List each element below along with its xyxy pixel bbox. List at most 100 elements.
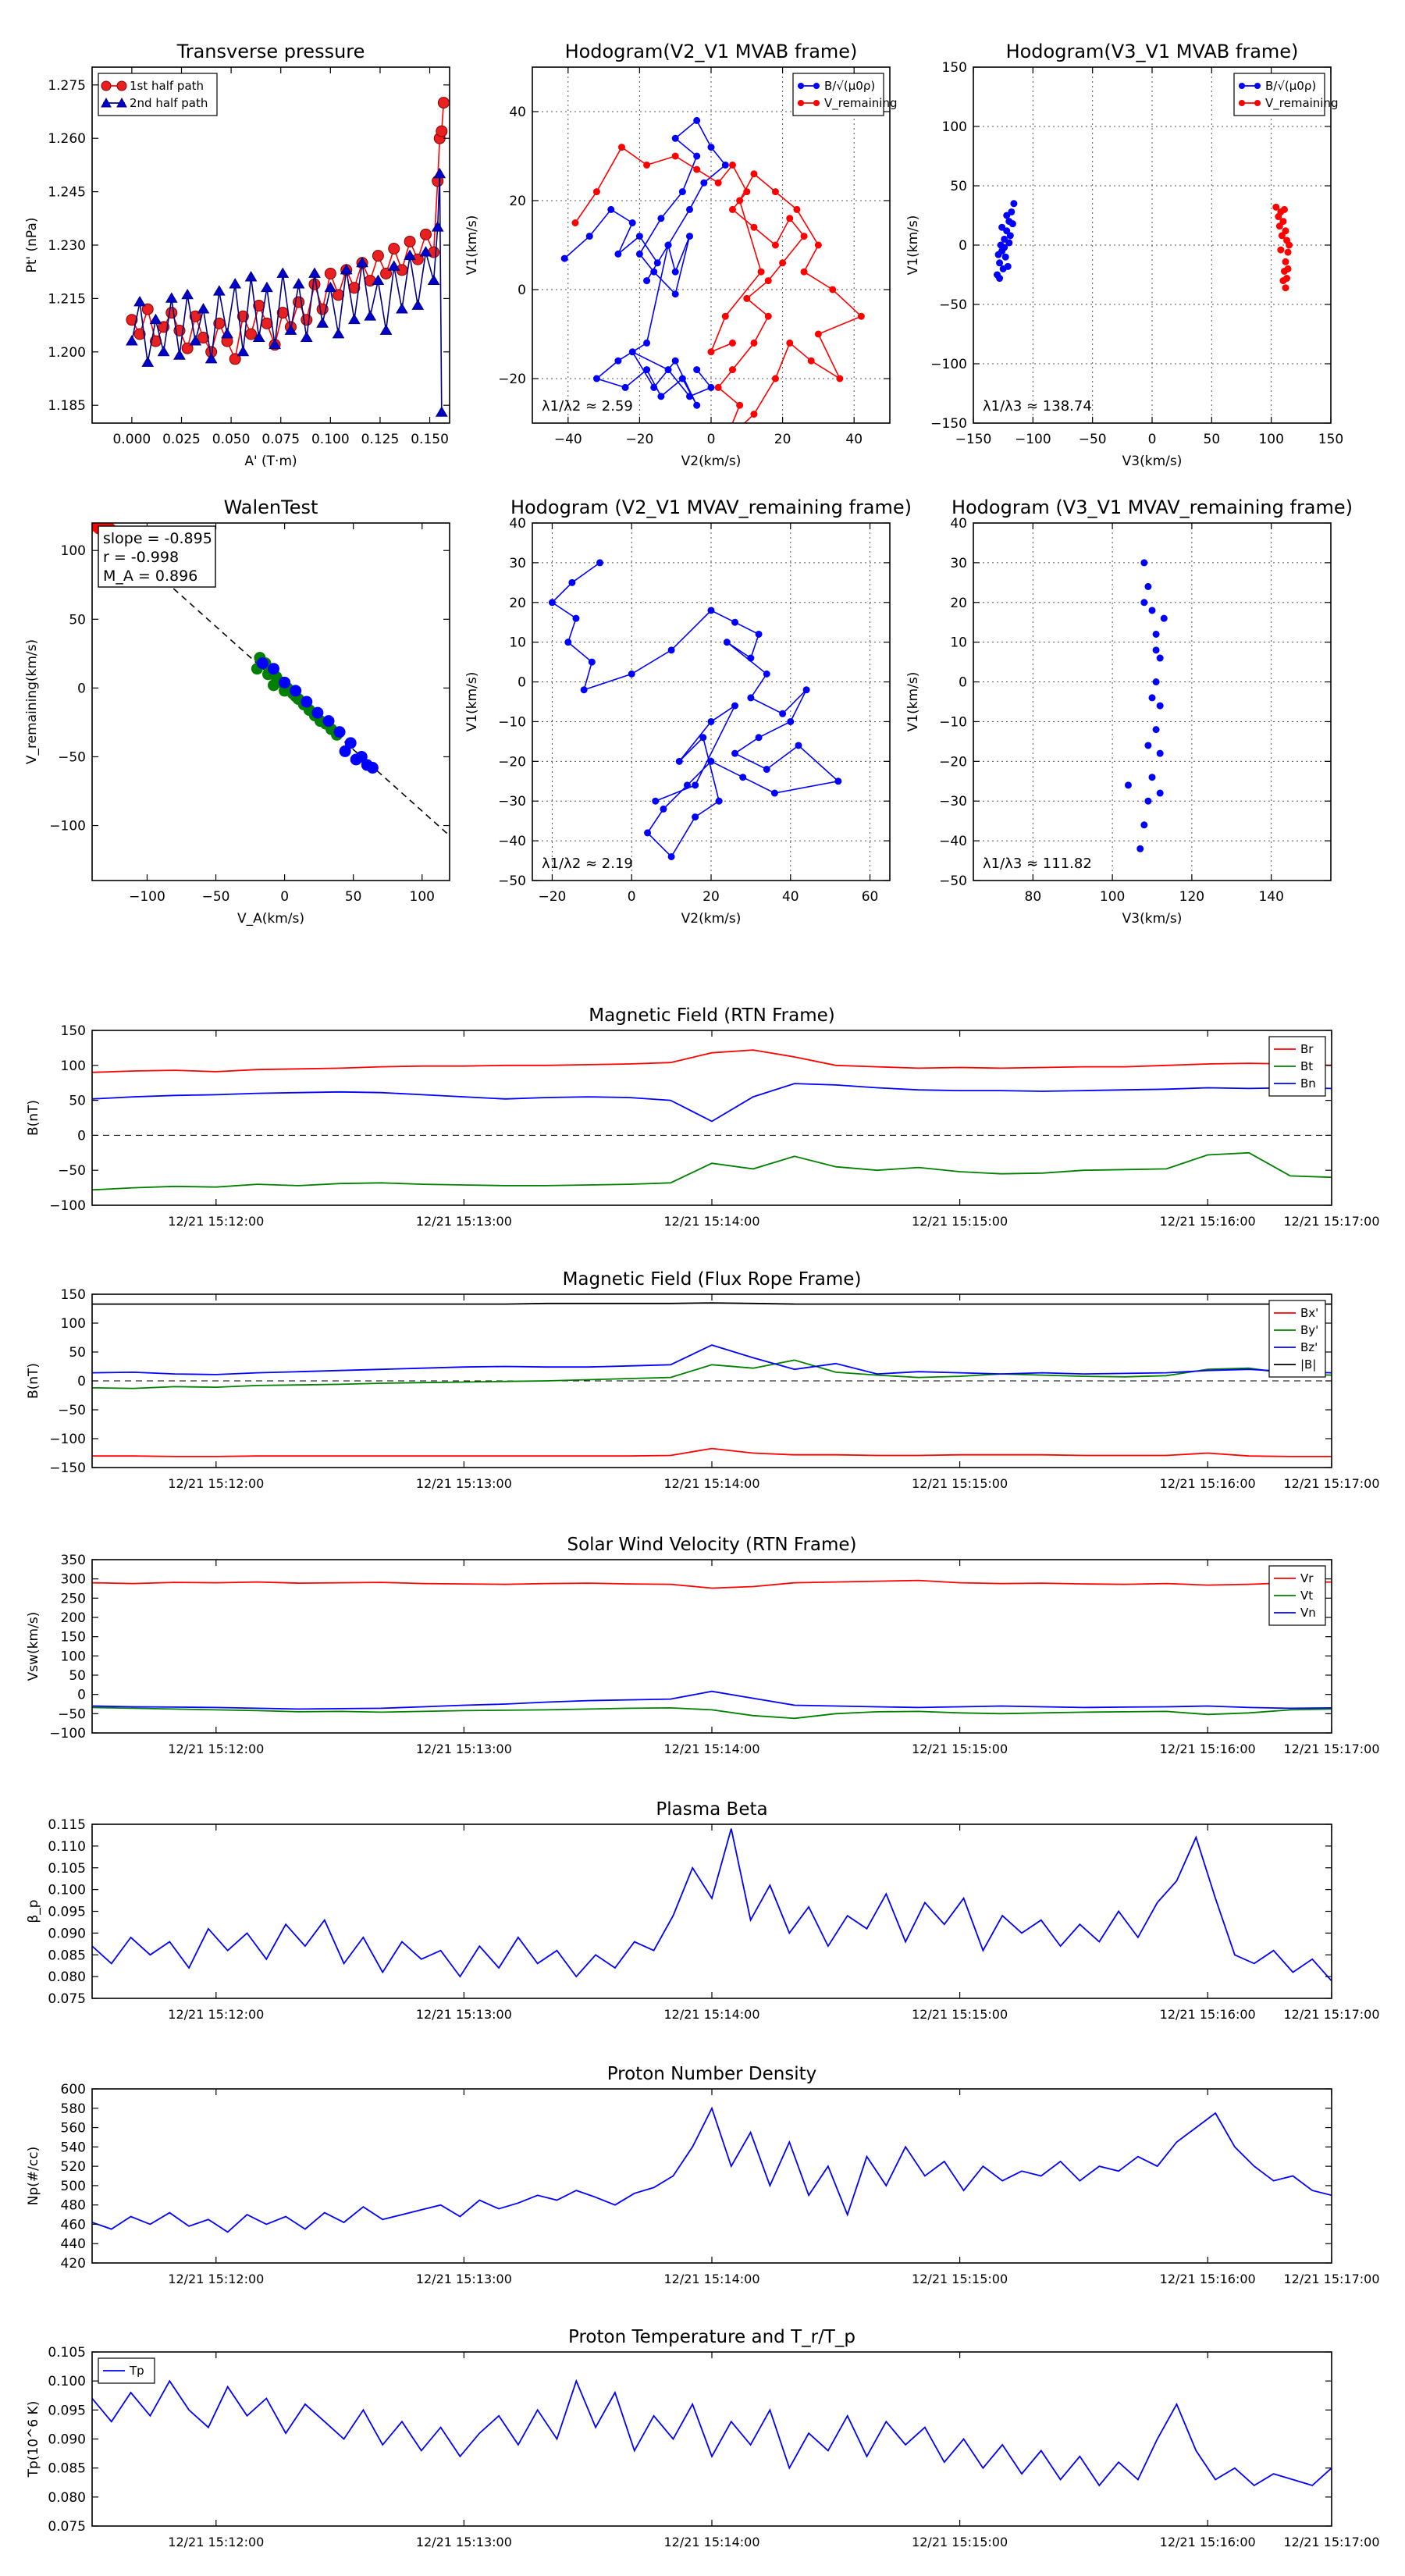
legend-label: 2nd half path xyxy=(130,96,208,110)
y-tick-label: 1.215 xyxy=(48,291,86,307)
data-point xyxy=(1140,821,1148,829)
y-tick-label: −10 xyxy=(498,714,526,730)
data-point xyxy=(643,161,651,169)
data-point xyxy=(763,766,770,774)
y-tick-label: 30 xyxy=(509,556,526,571)
data-point xyxy=(707,607,715,614)
y-tick-label: 0 xyxy=(518,675,526,691)
x-tick-label: 0.100 xyxy=(311,432,350,447)
data-point xyxy=(592,375,600,382)
data-point xyxy=(252,331,265,342)
data-point xyxy=(700,179,708,187)
legend-label: Bn xyxy=(1300,1076,1316,1091)
plot-frame xyxy=(91,2351,1332,2527)
hodogram-mvab-v3v1: −150 −100 −50 0 50 100 150 −150 −100 −50 0 50 100 150… xyxy=(905,41,1343,469)
data-point xyxy=(1156,654,1164,662)
legend-marker xyxy=(116,97,127,108)
data-point xyxy=(404,249,416,261)
data-point xyxy=(157,345,170,357)
data-point xyxy=(229,278,242,289)
plot-frame xyxy=(91,1030,1332,1206)
series-line-Br xyxy=(92,1049,1332,1073)
x-tick-label: 100 xyxy=(1258,432,1283,447)
y-axis-label: V1(km/s) xyxy=(905,672,921,732)
data-point xyxy=(678,188,686,196)
data-point xyxy=(755,630,763,638)
series-line-Vr xyxy=(92,1579,1332,1589)
y-axis-label: Vsw(km/s) xyxy=(26,1612,41,1681)
x-tick-label: 40 xyxy=(845,432,863,447)
magnetic-field-rtn: 12/21 15:12:00 12/21 15:13:00 12/21 15:14:… xyxy=(26,1005,1380,1229)
data-point xyxy=(1001,253,1009,261)
data-point xyxy=(723,639,731,646)
data-point xyxy=(548,599,556,607)
x-tick-label: 12/21 15:14:00 xyxy=(663,2272,759,2286)
y-tick-label: 0 xyxy=(959,675,967,691)
data-point xyxy=(1279,218,1287,226)
data-point xyxy=(181,342,194,354)
data-point xyxy=(197,303,210,314)
x-tick-label: 12/21 15:16:00 xyxy=(1160,2007,1256,2022)
data-point xyxy=(998,223,1006,231)
data-point xyxy=(592,188,600,196)
y-tick-label: 0.110 xyxy=(48,1839,86,1855)
data-point xyxy=(1148,774,1156,781)
data-point xyxy=(692,781,699,789)
y-tick-label: 440 xyxy=(61,2236,86,2252)
legend-marker xyxy=(1254,83,1261,89)
data-point xyxy=(1005,239,1013,247)
x-tick-label: 0.000 xyxy=(113,432,151,447)
data-point xyxy=(707,717,715,725)
data-point xyxy=(372,274,385,285)
data-point xyxy=(437,97,450,109)
y-tick-label: 0.090 xyxy=(48,2432,86,2448)
data-point xyxy=(1006,232,1014,240)
y-tick-label: 100 xyxy=(61,1059,86,1074)
data-point xyxy=(1286,241,1293,249)
series-line-V_remaining xyxy=(574,146,863,423)
data-group xyxy=(92,1828,1332,1982)
data-point xyxy=(149,313,162,325)
legend-box xyxy=(1268,1565,1326,1626)
data-point xyxy=(996,275,1004,283)
x-tick-label: 12/21 15:12:00 xyxy=(168,1742,264,1756)
data-point xyxy=(707,144,715,151)
data-point xyxy=(671,134,679,142)
data-point xyxy=(653,259,661,267)
x-tick-label: 0 xyxy=(280,889,289,905)
series-line-Np xyxy=(92,2106,1332,2233)
x-tick-label: 12/21 15:15:00 xyxy=(912,2272,1008,2286)
series-line-1st half path xyxy=(131,102,445,361)
data-point xyxy=(667,852,675,860)
y-tick-label: 0.095 xyxy=(48,2403,86,2418)
x-tick-label: −50 xyxy=(1079,432,1107,447)
data-point xyxy=(245,328,258,340)
data-point xyxy=(607,205,615,213)
data-point xyxy=(693,366,701,374)
y-tick-label: −50 xyxy=(939,297,967,313)
chart-title: Proton Temperature and T_r/T_p xyxy=(568,2327,855,2347)
x-tick-label: 12/21 15:13:00 xyxy=(416,1214,512,1229)
legend-label: B/√(μ0ρ) xyxy=(1265,79,1316,93)
data-point xyxy=(722,438,728,444)
data-point xyxy=(664,366,672,374)
data-point xyxy=(728,366,736,374)
legend-marker xyxy=(101,80,112,91)
chart-title: Hodogram(V3_V1 MVAB frame) xyxy=(1006,41,1299,62)
data-point xyxy=(1144,797,1152,805)
data-point xyxy=(786,215,794,222)
series-line-Bx' xyxy=(92,1447,1332,1457)
data-point xyxy=(1280,205,1288,213)
y-tick-label: 20 xyxy=(509,596,526,611)
data-point xyxy=(671,268,679,276)
data-point xyxy=(269,338,281,350)
y-tick-label: 0.105 xyxy=(48,1861,86,1877)
x-tick-label: 0.050 xyxy=(212,432,251,447)
y-tick-label: 0.105 xyxy=(48,2345,86,2361)
hodogram-mvab-v2v1: −40 −20 0 20 40 −20 0 20 40 Hodogram(V2_V1 MVAB f… xyxy=(464,41,898,469)
data-point xyxy=(635,250,643,258)
y-tick-label: 150 xyxy=(61,1630,86,1646)
series-line-By' xyxy=(92,1359,1332,1389)
data-point xyxy=(667,646,675,654)
plot-frame xyxy=(91,1823,1332,1999)
